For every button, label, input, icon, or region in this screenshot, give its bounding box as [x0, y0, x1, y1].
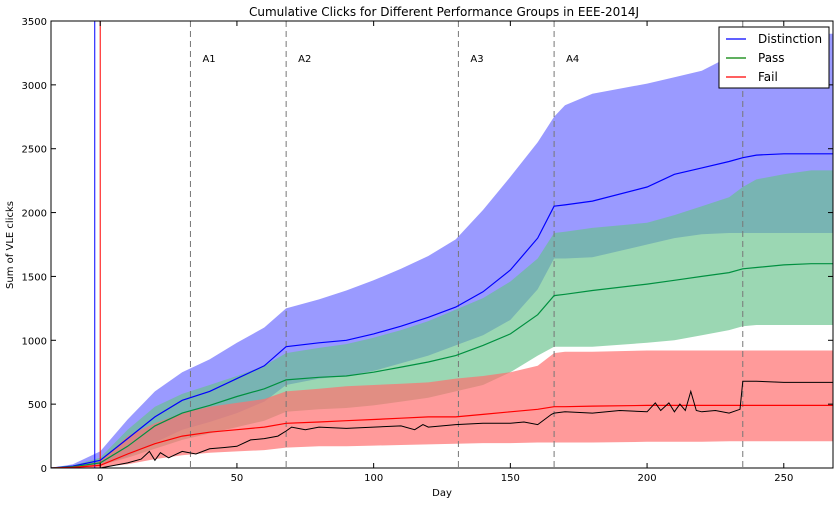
x-tick-label: 50	[231, 473, 244, 484]
y-tick-label: 3500	[22, 17, 47, 28]
assessment-label-a4: A4	[566, 54, 579, 65]
y-tick-label: 2000	[22, 209, 47, 220]
x-tick-label: 250	[774, 473, 793, 484]
plot-area	[51, 21, 833, 468]
y-axis-label: Sum of VLE clicks	[5, 201, 16, 289]
y-tick-label: 500	[28, 400, 47, 411]
band-fail	[51, 350, 833, 468]
y-tick-label: 0	[41, 464, 47, 475]
x-tick-label: 100	[364, 473, 383, 484]
assessment-label-a2: A2	[298, 54, 311, 65]
assessment-label-a3: A3	[470, 54, 483, 65]
x-tick-label: 150	[501, 473, 520, 484]
y-tick-label: 3000	[22, 81, 47, 92]
legend-label-distinction: Distinction	[758, 32, 822, 46]
assessment-label-a1: A1	[202, 54, 215, 65]
legend-label-pass: Pass	[758, 51, 785, 65]
line-pass	[51, 263, 833, 468]
x-tick-label: 0	[97, 473, 103, 484]
y-tick-label: 1500	[22, 272, 47, 283]
y-tick-label: 2500	[22, 145, 47, 156]
x-tick-label: 200	[638, 473, 657, 484]
line-fail	[51, 404, 833, 468]
line-distinction	[51, 153, 833, 468]
line-black	[100, 380, 833, 468]
legend: Distinction Pass Fail	[718, 26, 830, 89]
x-axis-label: Day	[432, 488, 452, 499]
y-tick-label: 1000	[22, 336, 47, 347]
legend-label-fail: Fail	[758, 70, 778, 84]
chart-title: Cumulative Clicks for Different Performa…	[249, 5, 639, 19]
band-distinction	[51, 33, 833, 468]
plot-frame	[50, 20, 834, 469]
